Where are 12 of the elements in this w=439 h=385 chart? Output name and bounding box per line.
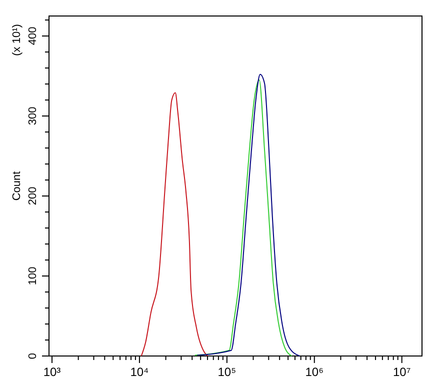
text: (x 10¹) xyxy=(11,24,23,56)
x-tick-label: 10³ xyxy=(43,365,61,379)
y-tick-label: 0 xyxy=(27,352,39,360)
x-tick-label: 10⁷ xyxy=(392,365,411,379)
y-tick-label: 300 xyxy=(27,106,39,126)
x-tick-label: 10⁴ xyxy=(130,365,149,379)
y-tick-label: 100 xyxy=(27,266,39,286)
y-tick-label: 200 xyxy=(27,186,39,206)
x-tick-label: 10⁶ xyxy=(305,365,324,379)
y-tick-label: 400 xyxy=(27,26,39,46)
x-tick-label: 10⁵ xyxy=(218,365,236,379)
y-axis-title: Count xyxy=(11,171,23,201)
